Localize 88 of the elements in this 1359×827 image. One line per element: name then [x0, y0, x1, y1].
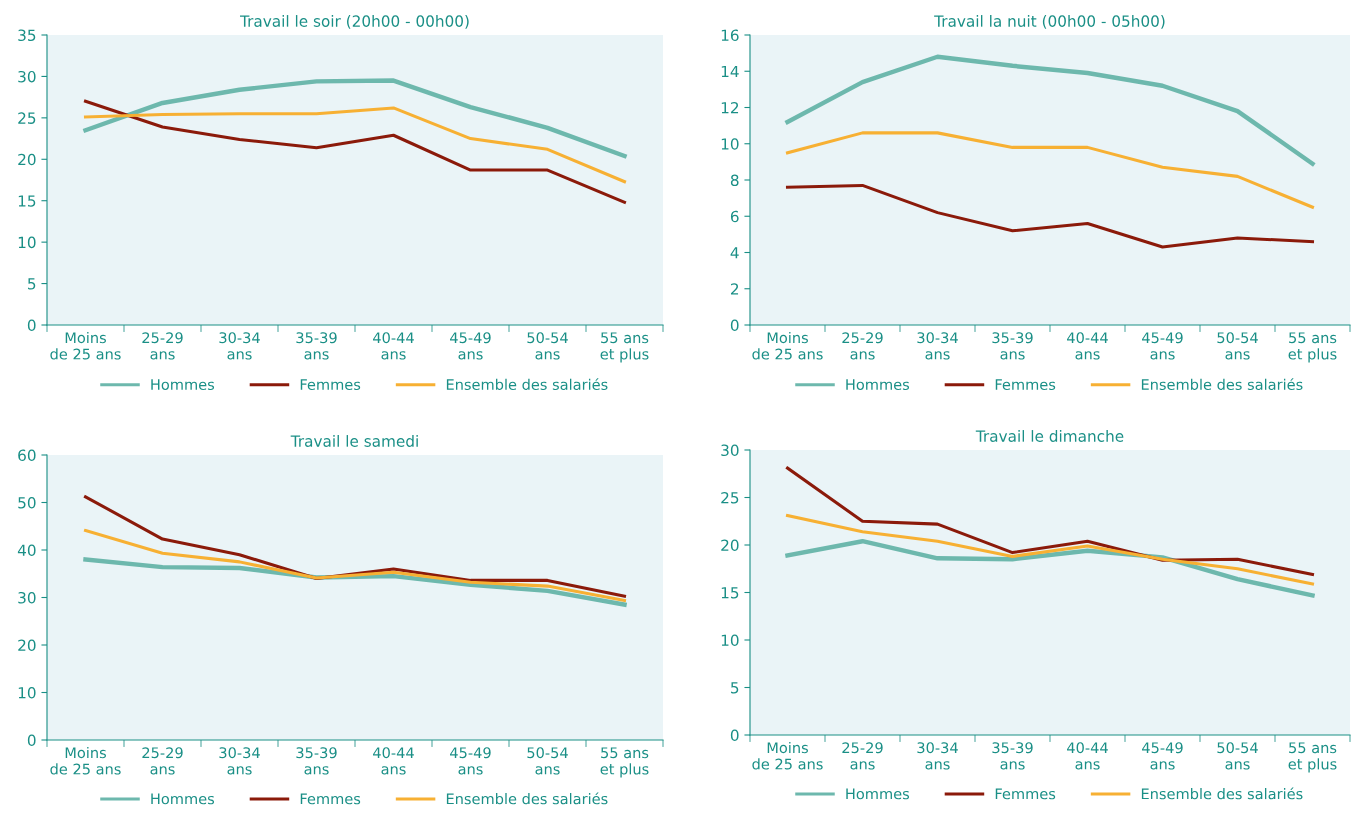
line-series	[83, 106, 627, 184]
legend-label: Ensemble des salariés	[446, 378, 608, 391]
y-tick-label: 10	[18, 686, 36, 699]
y-tick-label: 2	[730, 283, 739, 295]
x-tick-label: 55 ans et plus	[1288, 742, 1337, 773]
y-tick-label: 25	[18, 112, 36, 124]
y-tick-label: 40	[17, 544, 36, 557]
x-tick-label: 40-44 ans	[373, 747, 414, 775]
y-tick-label: 0	[27, 319, 36, 332]
x-tick-label: Moins de 25 ans	[50, 746, 121, 775]
x-tick-label: 50-54 ans	[527, 332, 568, 360]
x-tick-label: 30-34 ans	[917, 742, 958, 770]
x-tick-label: 25-29 ans	[142, 747, 183, 775]
line-series	[83, 78, 627, 159]
x-tick-label: 30-34 ans	[917, 332, 958, 360]
line-series	[785, 514, 1315, 586]
line-series	[785, 183, 1315, 249]
legend-label: Femmes	[995, 379, 1056, 391]
y-tick-label: 30	[18, 70, 36, 83]
legend-label: Ensemble des salariés	[446, 792, 608, 805]
legend-label: Ensemble des salariés	[1141, 787, 1303, 800]
x-tick-label: 40-44 ans	[373, 332, 414, 360]
y-tick-label: 60	[18, 449, 36, 462]
legend-label: Hommes	[151, 379, 215, 391]
x-tick-label: 55 ans et plus	[600, 332, 649, 363]
chart-title: Travail le samedi	[290, 435, 418, 447]
line-series	[83, 99, 627, 204]
x-tick-label: 55 ans et plus	[600, 747, 649, 778]
y-tick-label: 25	[721, 491, 739, 504]
x-tick-label: 30-34 ans	[219, 747, 260, 775]
y-tick-label: 5	[28, 278, 36, 290]
x-tick-label: Moins de 25 ans	[50, 331, 121, 360]
y-tick-label: 30	[18, 591, 36, 604]
y-tick-label: 15	[18, 195, 36, 207]
x-tick-label: 25-29 ans	[842, 332, 883, 360]
x-tick-label: 35-39 ans	[992, 742, 1033, 770]
legend-label: Femmes	[300, 793, 361, 805]
y-tick-label: 0	[730, 319, 739, 332]
line-series	[83, 528, 627, 602]
y-tick-label: 12	[721, 101, 739, 114]
y-tick-label: 10	[18, 236, 36, 249]
x-tick-label: 55 ans et plus	[1288, 332, 1337, 363]
x-tick-label: 45-49 ans	[450, 332, 491, 360]
legend-label: Femmes	[995, 788, 1056, 800]
legend-label: Hommes	[151, 793, 215, 805]
y-tick-label: 8	[730, 174, 739, 187]
y-tick-label: 6	[730, 210, 739, 223]
x-tick-label: 25-29 ans	[842, 742, 883, 770]
y-tick-label: 4	[730, 247, 739, 259]
x-tick-label: 35-39 ans	[296, 332, 337, 360]
x-tick-label: 35-39 ans	[296, 747, 337, 775]
line-series	[785, 54, 1315, 166]
y-tick-label: 20	[18, 639, 36, 652]
legend-label: Femmes	[300, 379, 361, 391]
x-tick-label: 50-54 ans	[527, 747, 568, 775]
x-tick-label: 45-49 ans	[1142, 742, 1183, 770]
y-tick-label: 35	[18, 29, 36, 42]
y-tick-label: 10	[721, 634, 739, 647]
legend-label: Hommes	[846, 379, 910, 391]
line-series	[785, 131, 1315, 209]
legend-label: Hommes	[846, 788, 910, 800]
x-tick-label: 40-44 ans	[1067, 332, 1108, 360]
x-tick-label: 50-54 ans	[1217, 742, 1258, 770]
x-tick-label: 45-49 ans	[450, 747, 491, 775]
x-tick-label: 50-54 ans	[1217, 332, 1258, 360]
y-tick-label: 0	[730, 729, 739, 742]
x-tick-label: 30-34 ans	[219, 332, 260, 360]
x-tick-label: 45-49 ans	[1142, 332, 1183, 360]
y-tick-label: 30	[721, 444, 739, 457]
x-tick-label: Moins de 25 ans	[752, 741, 823, 770]
y-tick-label: 50	[18, 496, 36, 509]
x-tick-label: 25-29 ans	[142, 332, 183, 360]
y-tick-label: 16	[721, 29, 739, 42]
y-tick-label: 20	[721, 539, 739, 552]
y-tick-label: 5	[731, 682, 739, 694]
chart-title: Travail la nuit (00h00 - 05h00)	[934, 15, 1165, 29]
line-series	[785, 466, 1315, 576]
y-tick-label: 0	[27, 734, 36, 747]
x-tick-label: Moins de 25 ans	[752, 331, 823, 360]
x-tick-label: 35-39 ans	[992, 332, 1033, 360]
x-tick-label: 40-44 ans	[1067, 742, 1108, 770]
y-tick-label: 15	[721, 587, 739, 599]
chart-title: Travail le soir (20h00 - 00h00)	[239, 15, 469, 29]
y-tick-label: 14	[721, 65, 739, 78]
chart-title: Travail le dimanche	[975, 430, 1124, 442]
y-tick-label: 20	[18, 153, 36, 166]
y-tick-label: 10	[721, 138, 739, 150]
legend-label: Ensemble des salariés	[1141, 378, 1303, 391]
